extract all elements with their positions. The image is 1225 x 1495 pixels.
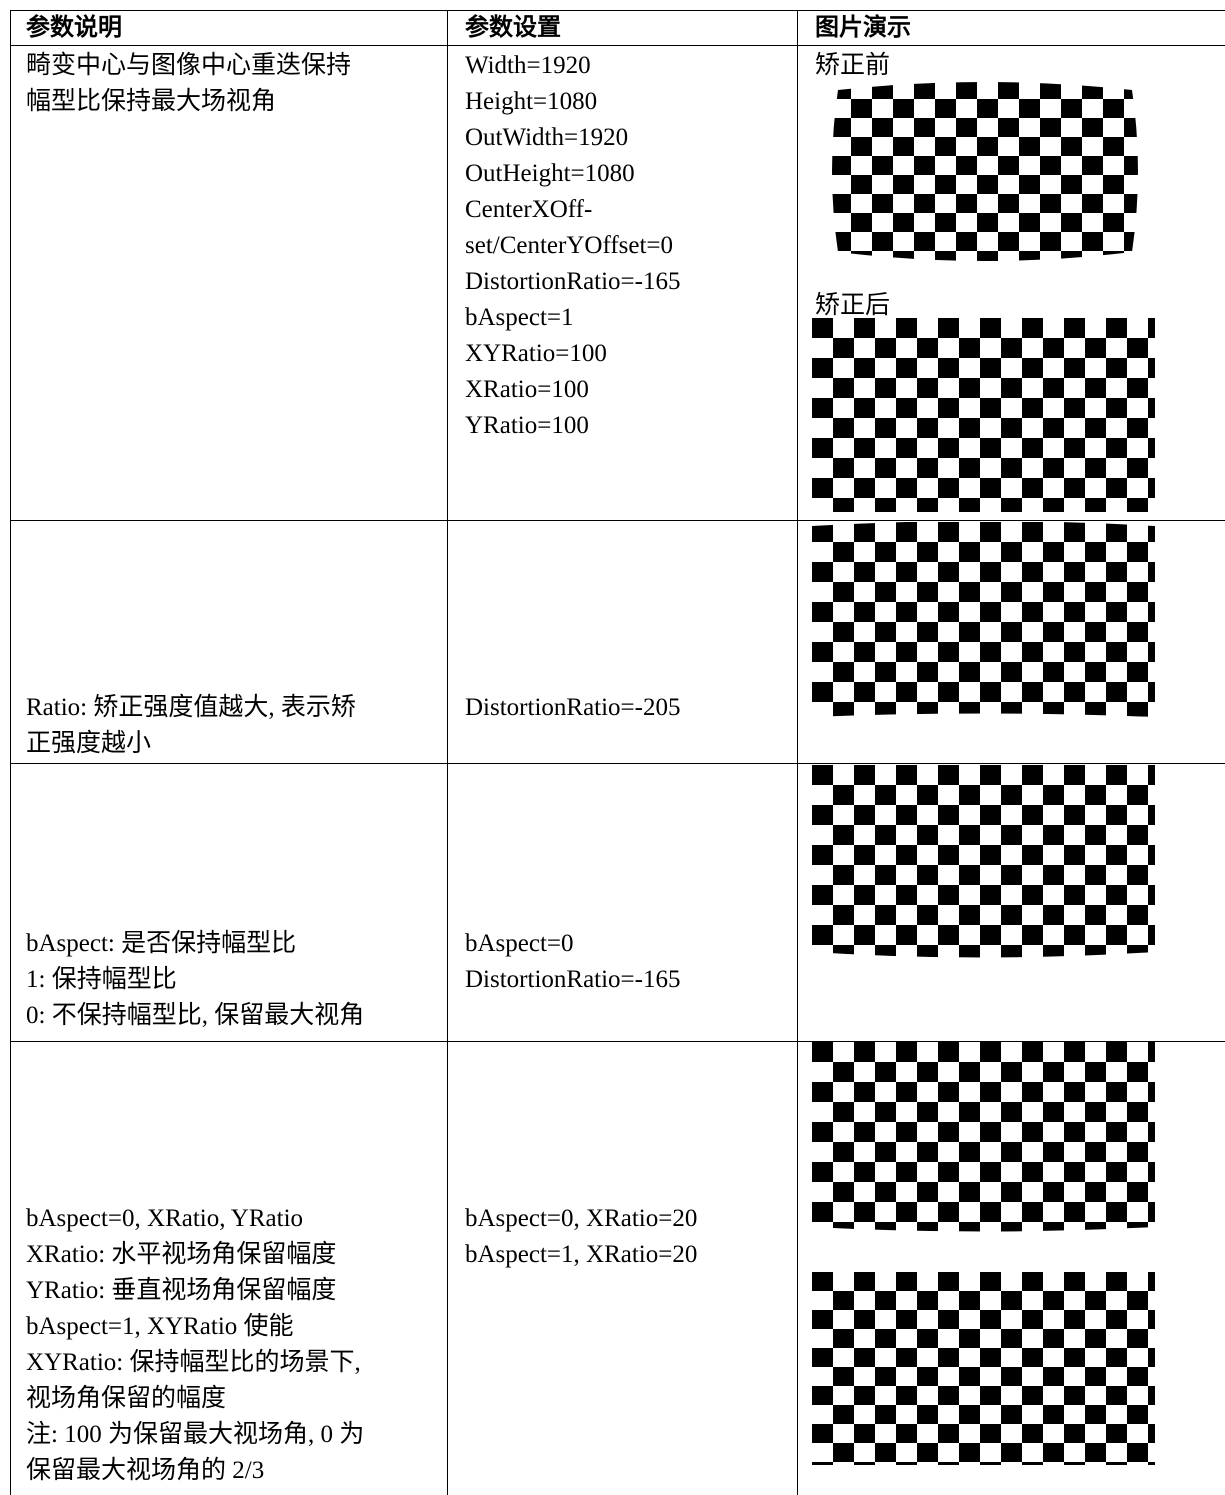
column-header: 参数设置 [465, 13, 561, 41]
text-line: 视场角保留的幅度 [26, 1385, 227, 1412]
text-line: 注: 100 为保留最大视场角, 0 为 [26, 1421, 365, 1448]
settings: DistortionRatio=-205 [465, 690, 680, 726]
checkerboard-image [812, 318, 1155, 512]
text-line: Width=1920 [465, 52, 591, 79]
text-line: DistortionRatio=-205 [465, 694, 681, 721]
text-line: 保留最大视场角的 2/3 [26, 1457, 265, 1484]
text-line: bAspect: 是否保持幅型比 [26, 930, 297, 957]
rule [10, 1041, 1225, 1042]
checkerboard-image [812, 765, 1155, 958]
text-line: set/CenterYOffset=0 [465, 232, 674, 259]
text-line: 1: 保持幅型比 [26, 966, 177, 993]
column-header: 参数说明 [26, 13, 122, 41]
text-line: DistortionRatio=-165 [465, 268, 681, 295]
description: 畸变中心与图像中心重迭保持 幅型比保持最大场视角 [26, 48, 351, 120]
checkerboard-image [812, 1272, 1155, 1465]
settings: bAspect=0 DistortionRatio=-165 [465, 926, 680, 998]
image-caption: 矫正前 [815, 52, 891, 79]
rule [10, 10, 1225, 11]
text-line: XYRatio: 保持幅型比的场景下, [26, 1349, 361, 1376]
text-line: 幅型比保持最大场视角 [26, 88, 277, 115]
text-line: bAspect=0, XRatio=20 [465, 1205, 698, 1232]
text-line: bAspect=1, XRatio=20 [465, 1241, 698, 1268]
settings: Width=1920 Height=1080 OutWidth=1920 OutHei… [465, 48, 680, 444]
rule [10, 45, 1225, 46]
settings: bAspect=0, XRatio=20 bAspect=1, XRatio=20 [465, 1201, 697, 1273]
text-line: Height=1080 [465, 88, 598, 115]
text-line: bAspect=0 [465, 930, 574, 957]
text-line: YRatio=100 [465, 412, 589, 439]
text-line: 0: 不保持幅型比, 保留最大视角 [26, 1002, 365, 1029]
rule [10, 763, 1225, 764]
rule [10, 10, 11, 1495]
checkerboard-image [832, 82, 1138, 261]
text-line: bAspect=0, XRatio, YRatio [26, 1205, 304, 1232]
description: bAspect: 是否保持幅型比 1: 保持幅型比 0: 不保持幅型比, 保留最大视… [26, 926, 364, 1034]
text-line: DistortionRatio=-165 [465, 966, 681, 993]
checkerboard-image [812, 1042, 1155, 1232]
text-line: XRatio=100 [465, 376, 589, 403]
text-line: OutHeight=1080 [465, 160, 635, 187]
text-line: XYRatio=100 [465, 340, 607, 367]
column-header: 图片演示 [815, 13, 911, 41]
text-line: YRatio: 垂直视场角保留幅度 [26, 1277, 337, 1304]
text-line: 畸变中心与图像中心重迭保持 [26, 52, 352, 79]
rule [797, 10, 798, 1495]
text-line: CenterXOff- [465, 196, 593, 223]
description: Ratio: 矫正强度值越大, 表示矫 正强度越小 [26, 690, 356, 762]
rule [10, 520, 1225, 521]
text-line: Ratio: 矫正强度值越大, 表示矫 [26, 694, 356, 721]
text-line: OutWidth=1920 [465, 124, 629, 151]
checkerboard-image [812, 522, 1155, 717]
text-line: 正强度越小 [26, 730, 152, 757]
text-line: bAspect=1 [465, 304, 574, 331]
text-line: bAspect=1, XYRatio 使能 [26, 1313, 294, 1340]
text-line: XRatio: 水平视场角保留幅度 [26, 1241, 337, 1268]
image-caption: 矫正后 [815, 292, 891, 319]
rule [447, 10, 448, 1495]
description: bAspect=0, XRatio, YRatio XRatio: 水平视场角保留… [26, 1201, 364, 1489]
